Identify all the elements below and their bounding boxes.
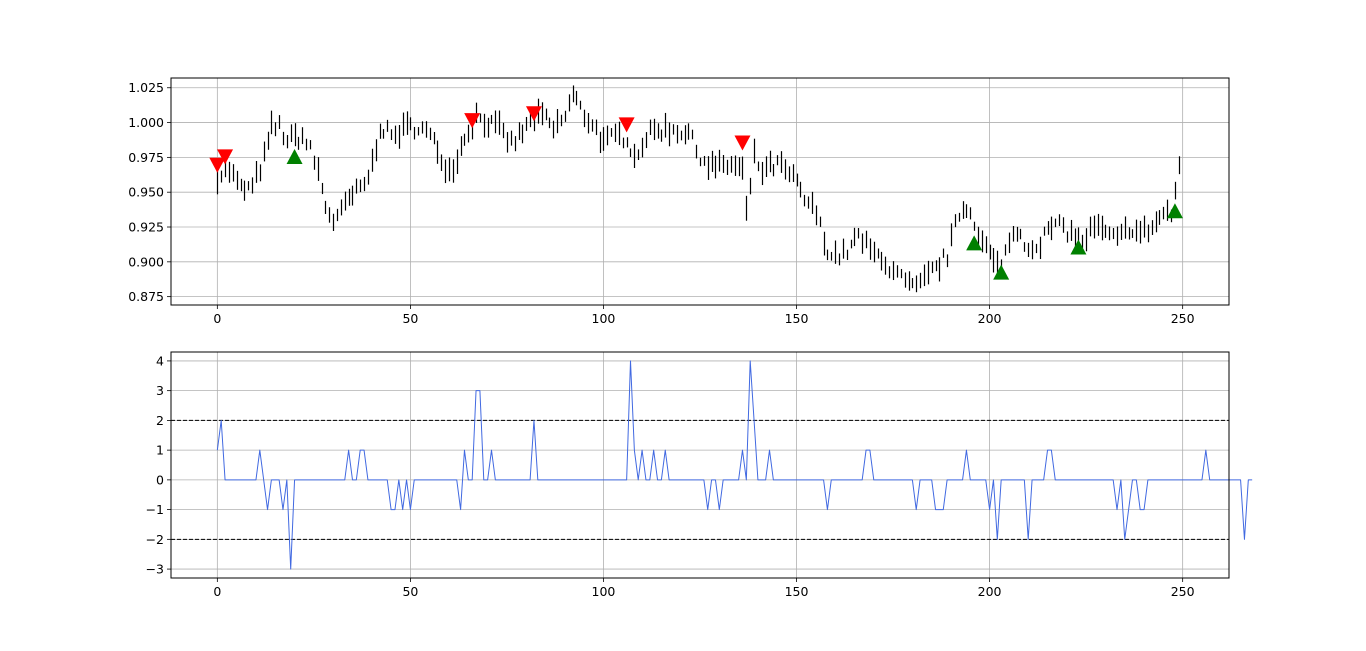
y-tick-label: 2 [156,413,164,428]
sell-marker [209,157,226,173]
y-tick-label: 0 [156,472,164,487]
y-tick-label: −1 [146,502,164,517]
y-tick-label: −2 [146,532,164,547]
buy-marker [1166,203,1183,219]
y-tick-label: 1.000 [128,115,164,130]
signal-chart-x-ticks: 0 50 100 150 200 250 [213,578,1195,599]
sell-marker [618,117,635,133]
y-tick-label: 0.925 [128,220,164,235]
signal-chart-thresholds [171,419,1229,540]
buy-marker [966,235,983,251]
x-tick-label: 50 [402,584,418,599]
x-tick-label: 0 [213,584,221,599]
x-tick-label: 150 [785,311,809,326]
price-chart-frame [170,77,1230,306]
sell-marker [525,106,542,122]
price-chart-x-ticks: 0 50 100 150 200 250 [213,305,1195,326]
y-tick-label: 1 [156,443,164,458]
y-tick-label: −3 [146,562,164,577]
x-tick-label: 200 [978,584,1002,599]
sell-marker [734,135,751,151]
signal-chart: −3 −2 −1 0 1 2 3 4 0 50 100 150 200 250 [146,351,1253,599]
y-tick-label: 0.975 [128,150,164,165]
y-tick-label: 1.025 [128,80,164,95]
x-tick-label: 200 [978,311,1002,326]
x-tick-label: 250 [1171,584,1195,599]
x-tick-label: 0 [213,311,221,326]
y-tick-label: 3 [156,383,164,398]
x-tick-label: 250 [1171,311,1195,326]
x-tick-label: 150 [785,584,809,599]
y-tick-label: 0.875 [128,289,164,304]
price-bars [216,85,1181,293]
sell-marker [217,149,234,165]
y-tick-label: 0.900 [128,254,164,269]
signal-series-line [216,360,1253,570]
x-tick-label: 100 [592,584,616,599]
buy-marker [286,148,303,164]
signal-chart-frame [170,351,1230,579]
sell-marker [464,113,481,129]
price-chart-grid [171,78,1229,305]
buy-marker [993,264,1010,280]
buy-marker [1070,239,1087,255]
price-chart-y-ticks: 0.875 0.900 0.925 0.950 0.975 1.000 1.025 [128,80,171,304]
signal-line [216,360,1253,570]
price-chart: 0.875 0.900 0.925 0.950 0.975 1.000 1.025 0 50 1… [128,77,1230,326]
y-tick-label: 4 [156,353,164,368]
x-tick-label: 100 [592,311,616,326]
x-tick-label: 50 [402,311,418,326]
y-tick-label: 0.950 [128,185,164,200]
signal-markers [209,106,1183,280]
signal-chart-y-ticks: −3 −2 −1 0 1 2 3 4 [146,353,171,577]
